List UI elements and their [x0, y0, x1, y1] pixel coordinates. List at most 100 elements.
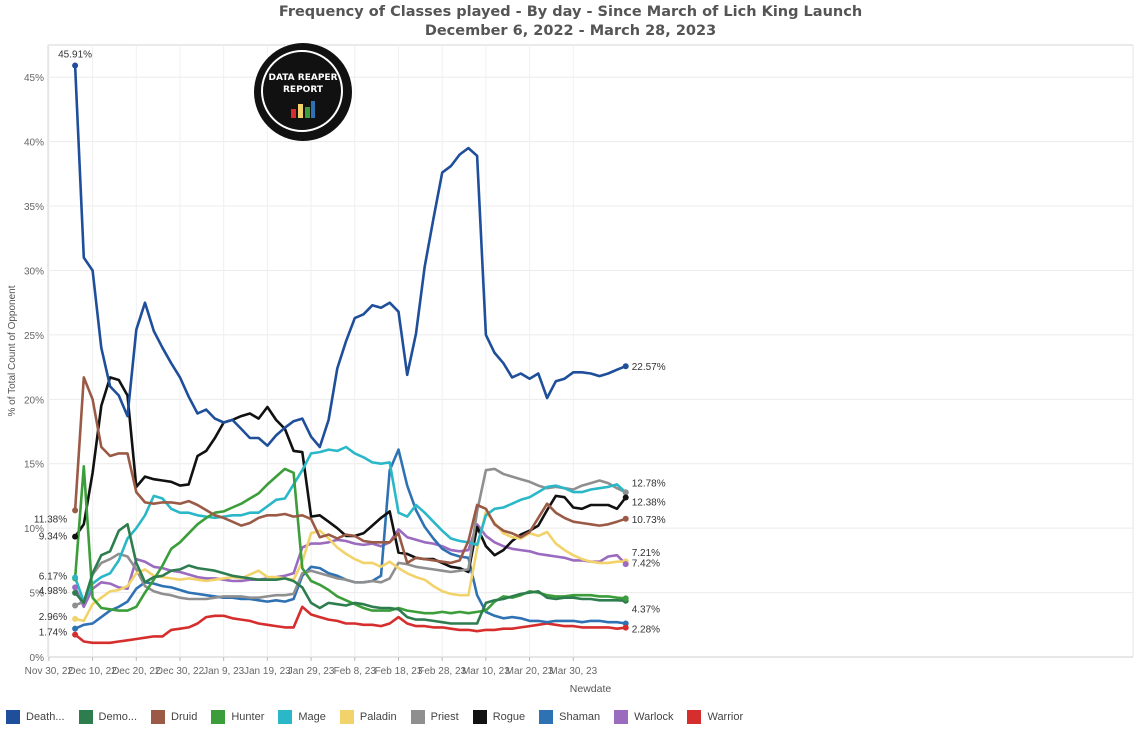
y-tick-label: 15% — [24, 460, 44, 471]
series-line-death — [73, 64, 628, 449]
x-tick-label: Mar 10, 23 — [462, 666, 510, 677]
x-tick-label: Feb 18, 23 — [375, 666, 423, 677]
x-tick-label: Jan 19, 23 — [244, 666, 291, 677]
legend-item[interactable]: Shaman — [539, 710, 600, 724]
logo-text-top: DATA REAPER — [268, 73, 338, 83]
legend-item[interactable]: Rogue — [472, 710, 526, 724]
series-start-label: 1.74% — [39, 628, 67, 639]
series-start-label: 11.38% — [34, 514, 67, 525]
series-line-priest — [73, 467, 628, 607]
legend-label: Rogue — [492, 711, 526, 723]
legend-swatch — [539, 710, 554, 724]
y-tick-label: 30% — [24, 266, 44, 277]
bar-chart-icon — [291, 101, 315, 118]
series-line-demo — [73, 522, 628, 625]
legend-item[interactable]: Druid — [151, 710, 197, 724]
legend-item[interactable]: Death... — [6, 710, 65, 724]
series-start-marker — [72, 615, 79, 622]
series-line-mage — [73, 445, 628, 603]
y-tick-label: 40% — [24, 138, 44, 149]
legend-item[interactable]: Mage — [278, 710, 326, 724]
legend-swatch — [410, 710, 425, 724]
series-end-label: 7.42% — [632, 558, 660, 569]
series-start-marker — [72, 625, 79, 632]
x-tick-label: Feb 8, 23 — [334, 666, 377, 677]
series-start-marker — [72, 507, 79, 514]
legend-item[interactable]: Priest — [410, 710, 459, 724]
y-tick-label: 35% — [24, 202, 44, 213]
legend-label: Death... — [26, 711, 65, 723]
legend-swatch — [151, 710, 166, 724]
series-start-marker — [72, 602, 79, 609]
series-end-label: 2.28% — [632, 625, 660, 636]
series-end-label: 12.78% — [632, 478, 666, 489]
legend-swatch — [6, 710, 20, 724]
chart-title: Frequency of Classes played - By day - S… — [278, 4, 863, 20]
series-start-marker — [72, 62, 79, 69]
x-tick-label: Nov 30, 22 — [25, 666, 74, 677]
series-end-label: 22.57% — [632, 362, 666, 373]
legend-label: Priest — [430, 711, 459, 723]
data-reaper-logo: DATA REAPER REPORT — [254, 43, 352, 141]
y-tick-label: 10% — [24, 524, 44, 535]
series-line-warrior — [73, 605, 628, 645]
series-end-marker — [622, 561, 629, 568]
legend-item[interactable]: Warrior — [687, 710, 743, 724]
x-tick-label: Mar 20, 23 — [506, 666, 554, 677]
series-start-marker — [72, 589, 79, 596]
x-tick-label: Feb 28, 23 — [418, 666, 466, 677]
legend-label: Mage — [298, 711, 326, 723]
x-tick-label: Jan 29, 23 — [288, 666, 335, 677]
legend-label: Warrior — [707, 711, 744, 723]
x-tick-label: Mar 30, 23 — [549, 666, 597, 677]
legend-label: Paladin — [359, 711, 397, 723]
series-start-label: 4.98% — [39, 586, 67, 597]
logo-ring — [261, 50, 343, 132]
series-start-label: 45.91% — [58, 49, 92, 60]
y-tick-label: 45% — [24, 73, 44, 84]
y-axis-title: % of Total Count of Opponent — [7, 285, 18, 416]
series-end-marker — [622, 489, 629, 496]
legend-swatch — [78, 710, 93, 724]
series-start-marker — [72, 631, 79, 638]
y-tick-label: 0% — [30, 653, 45, 664]
series-end-label: 12.38% — [632, 497, 666, 508]
legend-item[interactable]: Paladin — [339, 710, 397, 724]
series-end-label: 7.21% — [632, 548, 660, 559]
series-start-marker — [72, 574, 79, 581]
x-axis-title: Newdate — [570, 683, 612, 695]
chart-subtitle: December 6, 2022 - March 28, 2023 — [424, 23, 717, 39]
series-line-warlock — [73, 522, 628, 609]
series-start-label: 2.96% — [39, 612, 67, 623]
legend-item[interactable]: Demo... — [78, 710, 138, 724]
x-tick-label: Jan 9, 23 — [203, 666, 245, 677]
legend-swatch — [278, 710, 293, 724]
legend-swatch — [211, 710, 226, 724]
legend-swatch — [614, 710, 629, 724]
x-tick-label: Dec 30, 22 — [156, 666, 205, 677]
legend-label: Shaman — [559, 711, 601, 723]
series-end-label: 4.37% — [632, 605, 660, 616]
legend-item[interactable]: Warlock — [614, 710, 673, 724]
legend-swatch — [339, 710, 354, 724]
series-end-marker — [622, 363, 629, 370]
series-line-paladin — [73, 510, 628, 623]
series-end-marker — [622, 595, 629, 602]
legend-item[interactable]: Hunter — [211, 710, 264, 724]
legend-label: Warlock — [634, 711, 674, 723]
legend-label: Demo... — [98, 711, 138, 723]
x-tick-label: Dec 20, 22 — [112, 666, 161, 677]
series-end-marker — [622, 620, 629, 627]
legend-label: Hunter — [231, 711, 265, 723]
legend: Death... Demo... Druid Hunter Mage Paladin Pri… — [6, 708, 757, 726]
legend-swatch — [687, 710, 702, 724]
y-tick-label: 5% — [30, 589, 45, 600]
series-end-label: 10.73% — [632, 515, 666, 526]
series-end-marker — [622, 624, 629, 631]
legend-label: Druid — [171, 711, 198, 723]
series-start-label: 6.17% — [39, 572, 67, 583]
series-end-marker — [622, 515, 629, 522]
y-tick-label: 25% — [24, 331, 44, 342]
y-tick-label: 20% — [24, 395, 44, 406]
